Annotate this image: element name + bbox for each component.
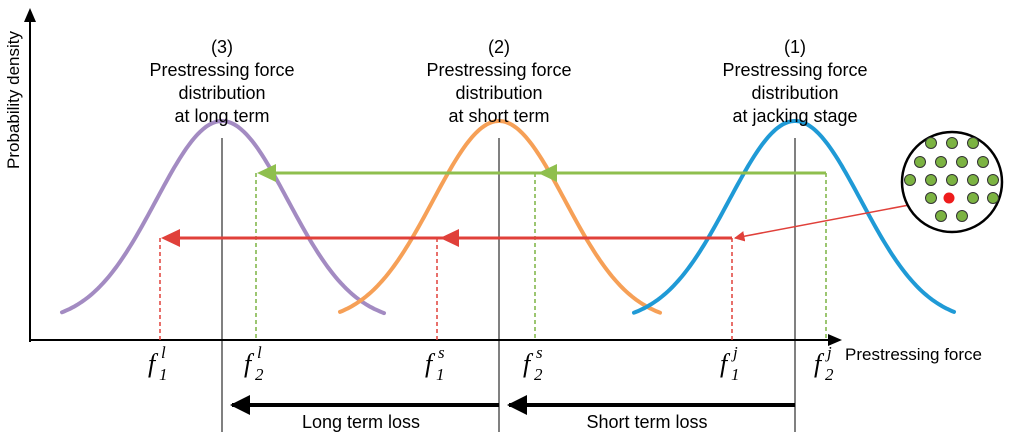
force-subscript: 2 xyxy=(825,365,834,384)
distribution-title-line: distribution xyxy=(751,83,838,103)
lower-transfer-arrowhead-mid xyxy=(440,229,459,247)
force-subscript: 2 xyxy=(534,365,543,384)
strand-circle xyxy=(925,174,937,186)
distribution-title-line: at jacking stage xyxy=(732,106,857,126)
strand-circle xyxy=(914,156,926,168)
force-subscript: 1 xyxy=(159,365,168,384)
y-axis-label: Probability density xyxy=(4,31,23,169)
strand-circle xyxy=(967,137,979,149)
distribution-title-line: distribution xyxy=(455,83,542,103)
force-label: f 2 s xyxy=(523,343,543,384)
distribution-title-line: Prestressing force xyxy=(722,60,867,80)
strand-circle xyxy=(925,192,937,204)
strand-circle xyxy=(904,174,916,186)
strand-circle xyxy=(935,156,947,168)
force-subscript: 2 xyxy=(255,365,264,384)
strand-circle xyxy=(925,137,937,149)
strand-group xyxy=(904,137,999,222)
distribution-title-line: Prestressing force xyxy=(426,60,571,80)
y-axis-arrowhead xyxy=(24,8,36,22)
curve-jacking-stage xyxy=(632,119,956,315)
force-superscript: l xyxy=(257,343,262,362)
distribution-title-line: at long term xyxy=(174,106,269,126)
distribution-title-line: Prestressing force xyxy=(149,60,294,80)
selected-strand xyxy=(943,192,955,204)
force-superscript: l xyxy=(161,343,166,362)
svg-text:f: f xyxy=(244,349,255,378)
distribution-title-line: (1) xyxy=(784,37,806,57)
strand-circle xyxy=(967,192,979,204)
force-subscript: 1 xyxy=(436,365,445,384)
x-axis-label: Prestressing force xyxy=(845,345,982,364)
strand-circle xyxy=(935,210,947,222)
force-label: f 1 l xyxy=(148,343,168,384)
long-term-loss-label: Long term loss xyxy=(302,412,420,432)
distribution-title-line: at short term xyxy=(448,106,549,126)
strand-circle xyxy=(946,174,958,186)
force-label: f 1 j xyxy=(720,343,740,384)
force-label: f 1 s xyxy=(425,343,445,384)
distribution-title-line: (2) xyxy=(488,37,510,57)
svg-text:f: f xyxy=(425,349,436,378)
strand-circle xyxy=(987,174,999,186)
force-superscript: s xyxy=(438,343,445,362)
distribution-title: (2) Prestressing force distribution at shor… xyxy=(426,37,571,126)
force-label: f 2 j xyxy=(814,343,834,384)
force-superscript: s xyxy=(536,343,543,362)
distribution-title: (3) Prestressing force distribution at long… xyxy=(149,37,294,126)
distribution-title: (1) Prestressing force distribution at jack… xyxy=(722,37,867,126)
x-axis-arrowhead xyxy=(828,334,842,346)
strand-circle xyxy=(956,210,968,222)
upper-transfer-arrowhead-mid xyxy=(538,164,557,182)
distribution-title-line: (3) xyxy=(211,37,233,57)
curve-long-term xyxy=(60,118,386,316)
strand-circle xyxy=(956,156,968,168)
svg-text:f: f xyxy=(814,349,825,378)
upper-transfer-arrowhead-end xyxy=(257,164,276,182)
svg-text:f: f xyxy=(720,349,731,378)
svg-text:f: f xyxy=(148,349,159,378)
force-superscript: j xyxy=(731,343,738,362)
short-term-loss-label: Short term loss xyxy=(586,412,707,432)
svg-text:f: f xyxy=(523,349,534,378)
force-subscript: 1 xyxy=(731,365,740,384)
strand-circle xyxy=(987,192,999,204)
force-superscript: j xyxy=(825,343,832,362)
distribution-title-line: distribution xyxy=(178,83,265,103)
lower-transfer-arrowhead-end xyxy=(161,229,180,247)
strand-circle xyxy=(977,156,989,168)
force-label: f 2 l xyxy=(244,343,264,384)
strand-circle xyxy=(967,174,979,186)
strand-circle xyxy=(946,137,958,149)
curve-short-term xyxy=(338,119,662,315)
